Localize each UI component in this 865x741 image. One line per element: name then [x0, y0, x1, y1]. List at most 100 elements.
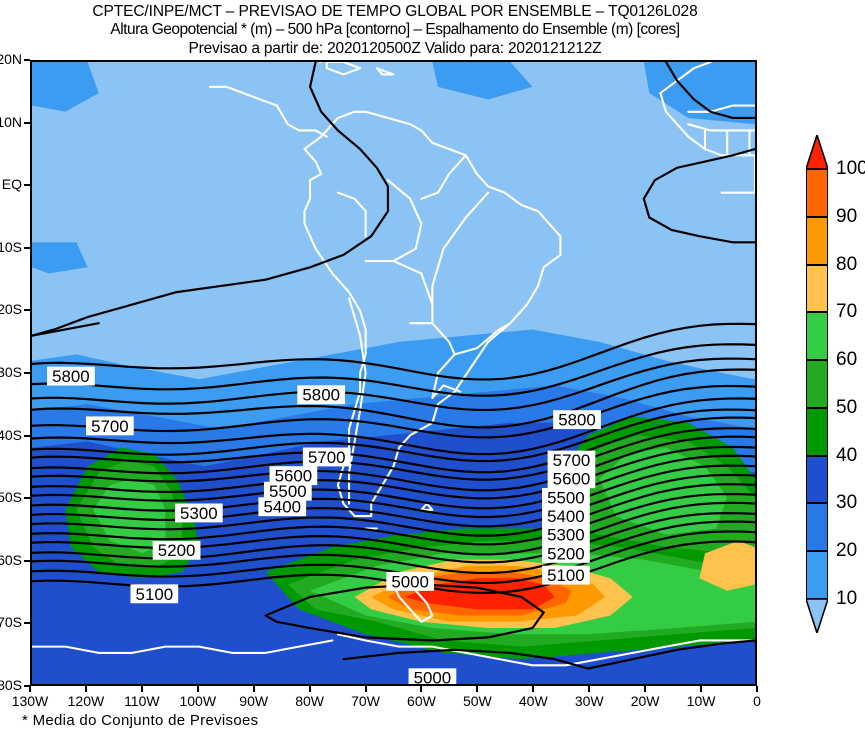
height-contour-intermediate [32, 501, 755, 556]
contour-label: 5000 [391, 572, 429, 591]
y-tick [24, 309, 30, 312]
colorbar-tick-label: 20 [836, 540, 858, 562]
coastline [659, 62, 712, 95]
contour-label-box [553, 410, 601, 430]
chart-title-block: CPTEC/INPE/MCT – PREVISAO DE TEMPO GLOBA… [0, 0, 790, 58]
y-tick [24, 121, 30, 124]
y-tick [24, 559, 30, 562]
x-axis-label: 80W [295, 693, 324, 709]
colorbar[interactable]: 10 20 30 40 50 60 70 80 90 100 [804, 132, 865, 636]
spread-amber-east [699, 540, 755, 591]
contour-label-box [297, 385, 346, 405]
height-contour-intermediate [32, 384, 755, 439]
y-axis-label: 50S [0, 489, 22, 506]
coastline [420, 154, 467, 200]
contour-label: 5800 [52, 367, 90, 386]
x-tick [29, 686, 31, 692]
contour-label-box [152, 540, 201, 560]
spread-band [432, 62, 533, 100]
colorbar-under-arrow [804, 598, 830, 636]
y-axis-label: 40S [0, 426, 22, 443]
height-contour-5000 [32, 512, 755, 564]
contour-label-box [258, 497, 307, 517]
height-contour-5700 [32, 368, 755, 429]
y-tick [24, 622, 30, 625]
x-tick [140, 686, 143, 692]
x-tick [476, 686, 479, 692]
colorbar-segment[interactable] [806, 312, 828, 361]
colorbar-segment[interactable] [806, 264, 828, 313]
colorbar-tick-label: 60 [836, 349, 858, 371]
y-axis-label: 20N [0, 51, 22, 67]
x-axis-label: 120W [67, 693, 105, 709]
height-contour-5200 [32, 473, 755, 528]
colorbar-segment[interactable] [806, 360, 828, 408]
x-axis-label: 90W [239, 693, 269, 709]
colorbar-tick-label: 50 [836, 396, 858, 418]
colorbar-segment[interactable] [806, 455, 828, 504]
colorbar-tick-label: 10 [836, 588, 858, 609]
coastline [431, 191, 490, 306]
y-tick [24, 184, 30, 187]
coastline [420, 502, 434, 511]
contour-label: 5600 [553, 470, 591, 489]
colorbar-segment[interactable] [806, 551, 828, 599]
height-contour-intermediate [32, 530, 755, 585]
height-contour-5300 [32, 454, 755, 510]
coastline [687, 123, 755, 132]
height-contour-5100 [32, 492, 755, 546]
height-contour-intermediate [32, 343, 755, 397]
colorbar-tick-label: 30 [836, 492, 858, 514]
contour-label-box [85, 416, 134, 436]
height-contour-5000-south [342, 648, 590, 670]
contour-label: 5200 [547, 544, 585, 563]
colorbar-tick-label: 80 [836, 253, 858, 275]
x-tick [644, 686, 647, 692]
y-tick [24, 59, 30, 61]
map-plot-area[interactable]: 5800 5700 5300 5200 5100 5800 5700 5600 5500 5400… [30, 60, 757, 686]
colorbar-segment[interactable] [806, 407, 828, 456]
contour-label-box [542, 543, 590, 563]
height-contour-5000-south-b [587, 639, 755, 670]
contour-label: 5700 [553, 451, 591, 470]
height-contour-intermediate [32, 483, 755, 537]
x-tick [532, 686, 535, 692]
y-tick [24, 434, 30, 437]
colorbar-segment[interactable] [806, 216, 828, 265]
y-axis-label: 10S [0, 238, 22, 255]
spread-band [32, 62, 99, 112]
contour-label: 5800 [302, 386, 340, 405]
coastline [208, 85, 245, 95]
contour-label-box [542, 506, 590, 526]
contour-label: 5500 [547, 488, 585, 507]
contour-label-box [542, 565, 590, 585]
coastline [375, 67, 395, 76]
colorbar-segment[interactable] [806, 169, 828, 217]
x-axis-label: 50W [462, 693, 492, 709]
y-axis-label: 30S [0, 364, 22, 380]
colorbar-segment[interactable] [806, 503, 828, 552]
height-contour-5600 [32, 397, 755, 456]
colorbar-over-arrow [804, 132, 830, 170]
contour-label: 5500 [269, 482, 307, 501]
title-line-validity: Previsao a partir de: 2020120500Z Valido… [188, 39, 602, 57]
contour-label-box [386, 571, 435, 591]
x-axis-label: 70W [351, 693, 380, 709]
x-tick [196, 686, 199, 692]
coastline [364, 259, 434, 325]
height-contour-5400 [32, 435, 755, 492]
contour-label-box [47, 366, 95, 386]
geopotential-contour-layer [32, 62, 755, 670]
coastline [386, 179, 423, 263]
contour-label-box [263, 481, 312, 501]
contour-label-box [269, 466, 318, 486]
coastline [197, 639, 334, 654]
height-contour-closed-low [264, 583, 546, 642]
height-contour-intermediate [32, 427, 755, 481]
y-axis-label: 60S [0, 551, 22, 568]
coastline [431, 384, 462, 399]
y-tick [24, 685, 30, 687]
x-tick [588, 686, 591, 692]
height-contour-5500 [32, 416, 755, 474]
colorbar-tick-label: 100 [836, 158, 865, 179]
